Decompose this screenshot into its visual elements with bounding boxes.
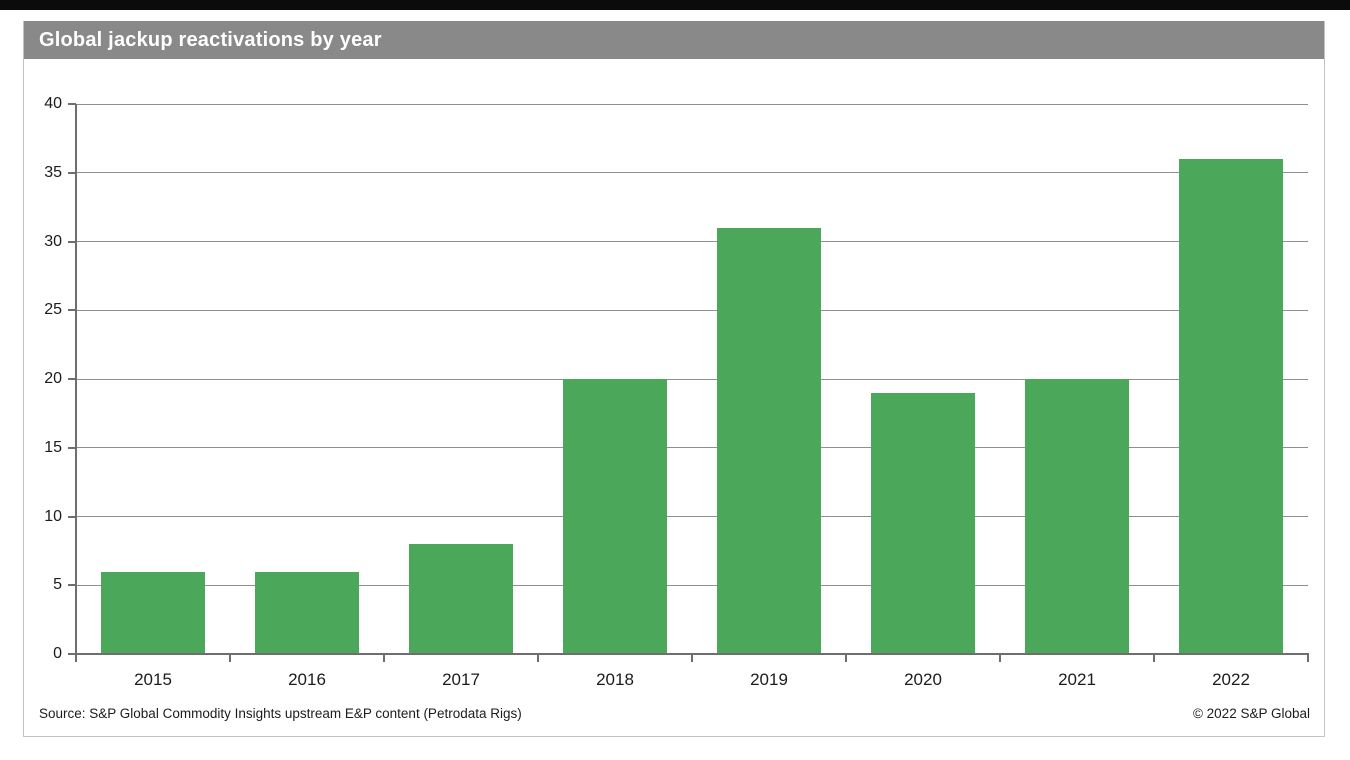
x-axis-tick	[383, 654, 385, 662]
x-axis-tick-label: 2022	[1212, 670, 1250, 689]
y-axis-tick-label: 20	[44, 370, 62, 387]
y-axis-tick	[68, 240, 76, 243]
gridline	[76, 584, 1308, 586]
x-axis-tick	[1307, 654, 1309, 662]
chart-title-bar: Global jackup reactivations by year	[24, 21, 1324, 59]
y-axis-tick	[68, 171, 76, 174]
bar-2020	[871, 392, 975, 654]
y-axis-tick	[68, 584, 76, 587]
top-bar	[0, 0, 1350, 10]
x-axis-tick-label: 2020	[904, 670, 942, 689]
bar-2018	[563, 379, 667, 654]
bar-2015	[101, 571, 205, 654]
bar-2016	[255, 571, 359, 654]
x-axis-tick	[229, 654, 231, 662]
source-note: Source: S&P Global Commodity Insights up…	[39, 706, 522, 721]
y-axis-line	[75, 104, 77, 655]
y-axis-tick	[68, 653, 76, 655]
gridline	[76, 447, 1308, 449]
x-axis-tick-label: 2021	[1058, 670, 1096, 689]
copyright-note: © 2022 S&P Global	[1192, 706, 1310, 721]
y-axis-tick-label: 30	[44, 232, 62, 250]
gridline	[76, 309, 1308, 311]
x-axis-tick	[75, 654, 77, 662]
y-axis-tick-label: 5	[53, 576, 62, 594]
gridline	[76, 172, 1308, 174]
chart-plot-area: 0 5 10 15 20 25 30 35 40 2015 2016 2017 2018 2019 2020…	[24, 59, 1324, 699]
y-axis-tick-label: 25	[44, 301, 62, 319]
x-axis-tick-label: 2017	[442, 670, 480, 689]
x-axis-tick-label: 2015	[134, 670, 172, 689]
y-axis-tick	[68, 378, 76, 380]
gridline	[76, 378, 1308, 380]
y-axis-tick	[68, 446, 76, 449]
chart-title: Global jackup reactivations by year	[39, 28, 382, 51]
y-axis-tick-label: 0	[53, 645, 62, 662]
bar-2017	[409, 544, 513, 654]
x-axis-tick	[845, 654, 847, 662]
x-axis-tick	[1153, 654, 1155, 662]
y-axis-tick-label: 15	[44, 438, 62, 456]
x-axis-tick	[691, 654, 693, 662]
y-axis-tick	[68, 309, 76, 312]
y-axis-tick	[68, 103, 76, 105]
y-axis-tick-label: 10	[44, 507, 62, 525]
x-axis-tick	[537, 654, 539, 662]
x-axis-tick-label: 2016	[288, 670, 326, 689]
y-axis-tick-label: 35	[44, 163, 62, 181]
bar-2021	[1025, 379, 1129, 654]
bar-2019	[717, 227, 821, 654]
gridline	[76, 103, 1308, 105]
bar-2022	[1179, 159, 1283, 654]
y-axis-tick	[68, 515, 76, 518]
gridline	[76, 516, 1308, 517]
x-axis-tick-label: 2018	[596, 670, 634, 689]
x-axis-tick	[999, 654, 1001, 662]
gridline	[76, 241, 1308, 242]
x-axis-tick-label: 2019	[750, 670, 788, 689]
y-axis-tick-label: 40	[44, 95, 62, 112]
chart-card: Global jackup reactivations by year 0 5 10…	[23, 21, 1325, 737]
